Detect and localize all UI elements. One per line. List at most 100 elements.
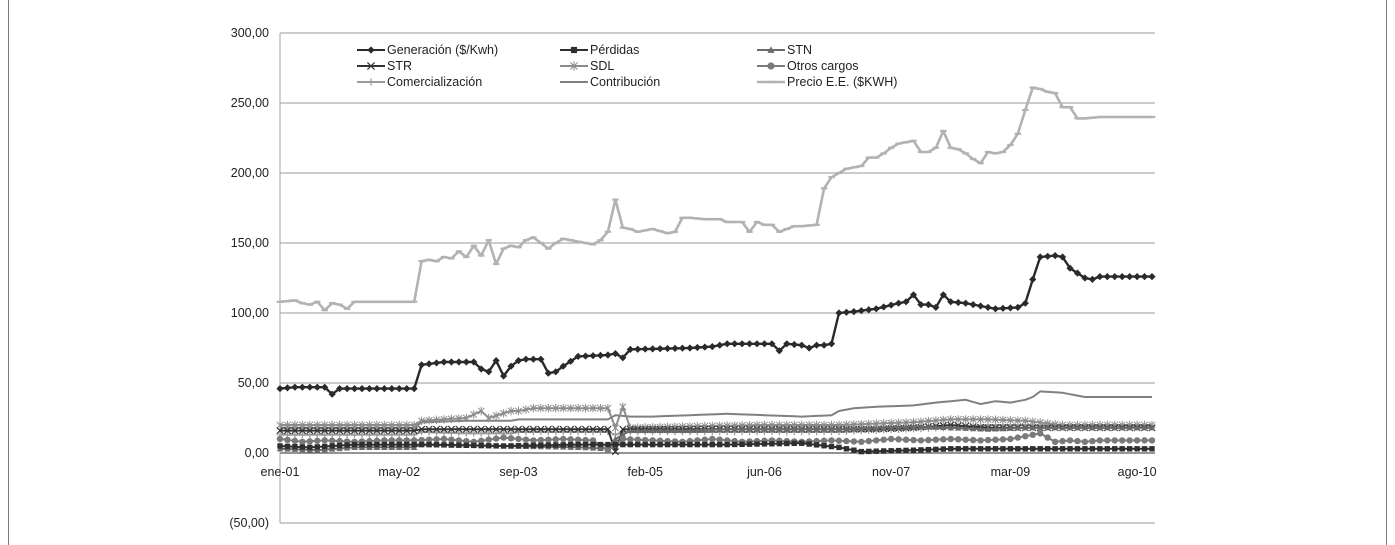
series-point xyxy=(619,425,627,433)
series-point xyxy=(769,441,775,447)
series-point xyxy=(791,440,797,447)
series-point xyxy=(596,351,605,359)
series-point xyxy=(343,431,351,438)
series-point xyxy=(321,431,328,438)
legend-item: Comercialización xyxy=(357,75,482,89)
chart-frame xyxy=(8,0,1387,545)
y-tick-label: 150,00 xyxy=(231,236,269,250)
series-point xyxy=(858,448,865,455)
series-point xyxy=(731,441,738,448)
series-point xyxy=(544,369,552,377)
series-point xyxy=(1067,446,1073,452)
series-point xyxy=(492,411,500,420)
series-point xyxy=(671,344,679,352)
series-point xyxy=(1111,437,1118,444)
series-point xyxy=(969,415,977,424)
series-point xyxy=(395,420,403,430)
series-point xyxy=(374,441,380,448)
series-point xyxy=(1133,273,1141,281)
series-point xyxy=(753,426,761,432)
series-point xyxy=(895,436,902,443)
series-point xyxy=(932,436,940,443)
series-point xyxy=(448,429,455,437)
series-point xyxy=(828,443,835,450)
x-tick-label: nov-07 xyxy=(872,465,910,479)
series-point xyxy=(731,426,738,432)
series-point xyxy=(947,415,955,424)
series-point xyxy=(1051,424,1059,431)
series-point xyxy=(977,415,985,424)
series-point xyxy=(455,429,463,437)
series-point xyxy=(612,441,619,448)
series-point xyxy=(462,413,470,423)
series-point xyxy=(596,425,605,433)
series-point xyxy=(351,441,358,448)
series-point xyxy=(328,445,336,452)
series-point xyxy=(955,424,962,431)
series-point xyxy=(888,448,894,454)
series-point xyxy=(1036,253,1044,261)
series-point xyxy=(1111,273,1119,281)
series-point xyxy=(873,448,879,454)
legend-item: SDL xyxy=(560,59,614,73)
series-point xyxy=(367,78,375,86)
series-point xyxy=(723,426,731,432)
series-point xyxy=(873,437,880,444)
series-point xyxy=(291,431,299,438)
series-point xyxy=(537,425,545,433)
series-point xyxy=(656,345,664,353)
series-point xyxy=(1089,424,1096,431)
series-point xyxy=(298,426,306,435)
series-point xyxy=(291,383,299,391)
series-point xyxy=(851,447,857,453)
series-point xyxy=(589,352,597,360)
series-point xyxy=(925,436,932,444)
series-point xyxy=(365,385,374,393)
series-point xyxy=(492,357,500,365)
series-point xyxy=(1119,446,1125,452)
series-point xyxy=(314,447,321,453)
series-point xyxy=(545,436,552,443)
x-tick-label: ene-01 xyxy=(261,465,300,479)
series-point xyxy=(432,415,441,425)
series-point xyxy=(1059,446,1066,452)
series-point xyxy=(1073,269,1082,277)
series-point xyxy=(440,429,448,436)
series-point xyxy=(560,442,566,448)
series-point xyxy=(478,430,485,437)
series-point xyxy=(418,441,425,448)
series-point xyxy=(634,427,641,434)
series-point xyxy=(307,444,313,451)
series-point xyxy=(410,426,418,435)
series-point xyxy=(574,436,582,443)
series-point xyxy=(322,443,328,450)
series-point xyxy=(917,437,925,444)
series-point xyxy=(299,438,306,445)
series-point xyxy=(805,426,813,432)
series-point xyxy=(403,426,411,435)
series-point xyxy=(828,437,835,444)
series-point xyxy=(381,431,388,438)
series-point xyxy=(940,424,947,431)
series-point xyxy=(716,426,723,433)
series-point xyxy=(694,427,701,433)
series-point xyxy=(985,446,991,452)
series-point xyxy=(425,416,433,425)
series-point xyxy=(1089,437,1096,445)
y-tick-label: (50,00) xyxy=(229,516,269,530)
series-point xyxy=(619,402,627,411)
series-point xyxy=(538,442,544,448)
series-point xyxy=(1134,446,1140,452)
series-point xyxy=(1074,437,1081,445)
series-point xyxy=(843,446,850,452)
series-point xyxy=(857,307,865,315)
series-point xyxy=(418,436,425,444)
series-point xyxy=(761,441,768,447)
series-point xyxy=(1141,437,1148,444)
series-point xyxy=(1149,446,1155,452)
y-axis-ticks: 300,00 250,00 200,00 150,00 100,00 50,00 0,00 (… xyxy=(229,26,269,530)
series-line xyxy=(279,254,1152,396)
series-point xyxy=(314,437,321,445)
series-point xyxy=(344,442,350,448)
series-point xyxy=(1006,304,1014,312)
